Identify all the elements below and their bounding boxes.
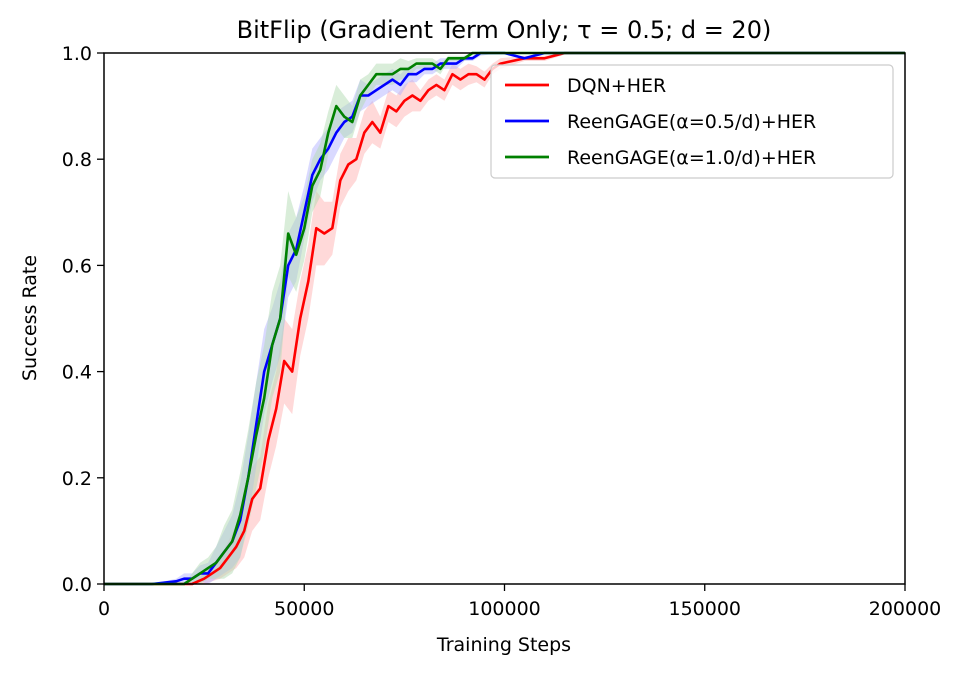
series-line-3 xyxy=(104,51,905,586)
legend-label-2: ReenGAGE(α=0.5/d)+HER xyxy=(567,111,816,133)
x-tick-label: 0 xyxy=(98,598,110,620)
legend: DQN+HER ReenGAGE(α=0.5/d)+HER ReenGAGE(α=1… xyxy=(490,64,894,179)
x-axis-label: Training Steps xyxy=(436,634,571,656)
y-tick-label: 1.0 xyxy=(62,43,92,65)
x-tick-label: 100000 xyxy=(468,598,541,620)
legend-box xyxy=(490,64,894,179)
y-tick-label: 0.8 xyxy=(62,149,92,171)
y-axis-ticks: 0.0 0.2 0.4 0.6 0.8 1.0 xyxy=(62,43,104,596)
y-tick-label: 0.6 xyxy=(62,255,92,277)
y-tick-label: 0.2 xyxy=(62,468,92,490)
y-tick-label: 0.0 xyxy=(62,574,92,596)
y-axis-label: Success Rate xyxy=(19,255,41,381)
x-tick-label: 150000 xyxy=(668,598,741,620)
chart-title: BitFlip (Gradient Term Only; τ = 0.5; d … xyxy=(237,16,772,44)
legend-label-3: ReenGAGE(α=1.0/d)+HER xyxy=(567,147,816,169)
y-tick-label: 0.4 xyxy=(62,362,92,384)
x-tick-label: 50000 xyxy=(274,598,334,620)
legend-label-1: DQN+HER xyxy=(567,75,666,97)
x-tick-label: 200000 xyxy=(869,598,942,620)
x-axis-ticks: 0 50000 100000 150000 200000 xyxy=(98,584,941,620)
